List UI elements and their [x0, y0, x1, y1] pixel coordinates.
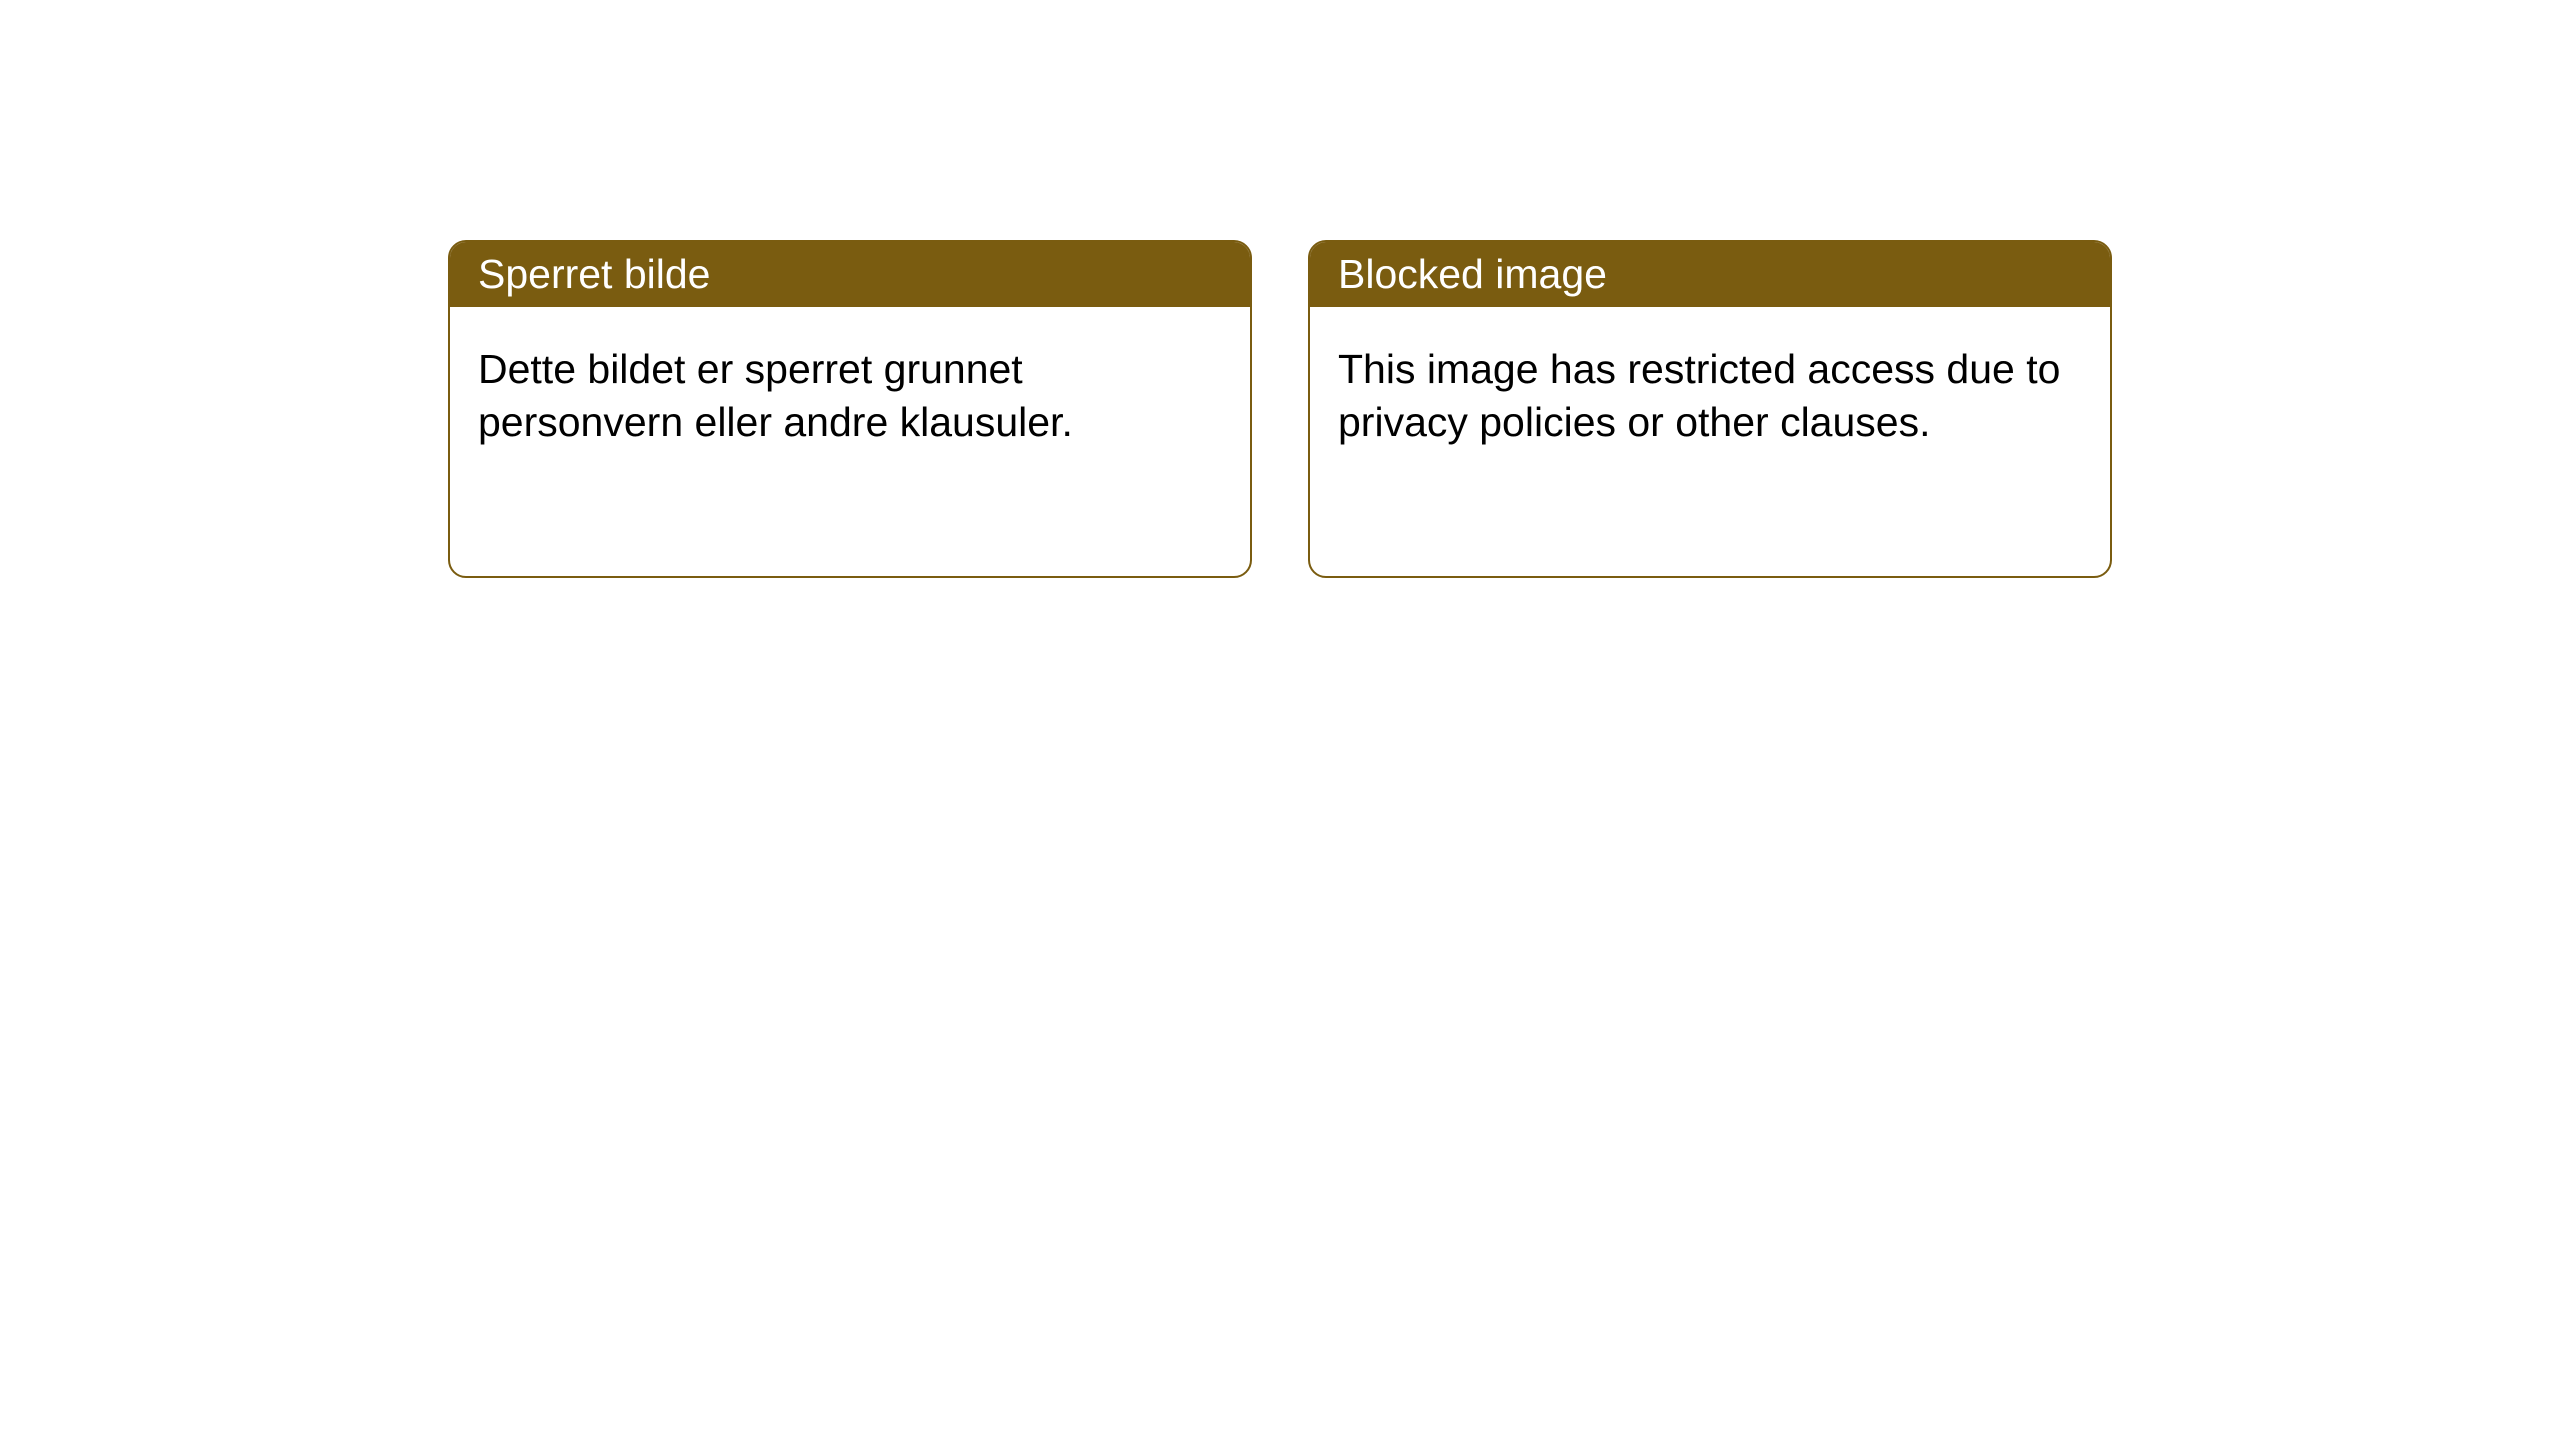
notice-card-norwegian: Sperret bilde Dette bildet er sperret gr…	[448, 240, 1252, 578]
card-body: Dette bildet er sperret grunnet personve…	[450, 307, 1250, 484]
card-body: This image has restricted access due to …	[1310, 307, 2110, 484]
card-message: Dette bildet er sperret grunnet personve…	[478, 346, 1073, 444]
card-message: This image has restricted access due to …	[1338, 346, 2060, 444]
card-title: Sperret bilde	[478, 251, 710, 297]
card-title: Blocked image	[1338, 251, 1607, 297]
card-header: Blocked image	[1310, 242, 2110, 307]
notice-container: Sperret bilde Dette bildet er sperret gr…	[448, 240, 2112, 578]
notice-card-english: Blocked image This image has restricted …	[1308, 240, 2112, 578]
card-header: Sperret bilde	[450, 242, 1250, 307]
